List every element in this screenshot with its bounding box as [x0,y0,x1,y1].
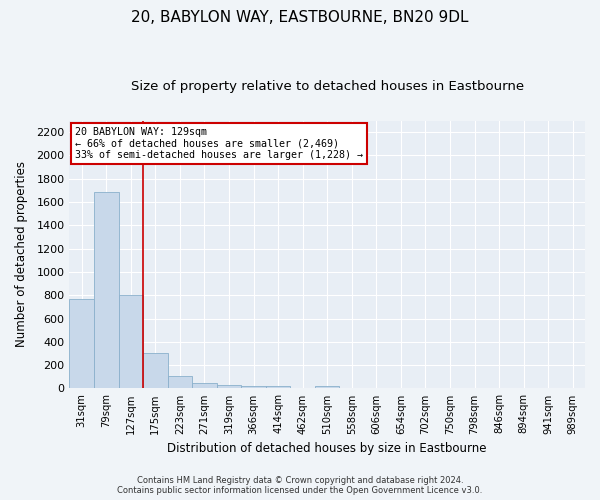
Bar [167,376,192,388]
Bar [70,299,94,388]
X-axis label: Distribution of detached houses by size in Eastbourne: Distribution of detached houses by size … [167,442,487,455]
Bar [266,386,290,388]
Bar [192,383,217,388]
Bar [119,296,143,388]
Bar [315,386,340,388]
Text: 20, BABYLON WAY, EASTBOURNE, BN20 9DL: 20, BABYLON WAY, EASTBOURNE, BN20 9DL [131,10,469,25]
Y-axis label: Number of detached properties: Number of detached properties [15,162,28,348]
Bar [241,386,266,388]
Bar [143,354,167,388]
Text: Contains HM Land Registry data © Crown copyright and database right 2024.
Contai: Contains HM Land Registry data © Crown c… [118,476,482,495]
Text: 20 BABYLON WAY: 129sqm
← 66% of detached houses are smaller (2,469)
33% of semi-: 20 BABYLON WAY: 129sqm ← 66% of detached… [74,128,362,160]
Bar [217,384,241,388]
Title: Size of property relative to detached houses in Eastbourne: Size of property relative to detached ho… [131,80,524,93]
Bar [94,192,119,388]
